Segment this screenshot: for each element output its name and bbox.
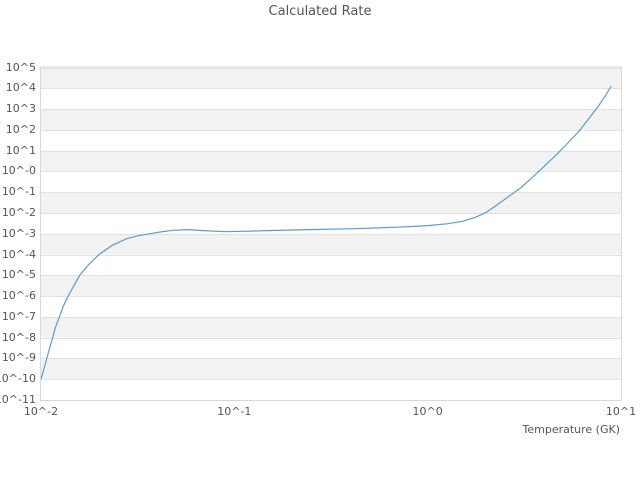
y-tick-label: 10^-1 xyxy=(1,185,36,199)
decade-band xyxy=(41,67,621,89)
y-tick-label: 10^1 xyxy=(5,143,36,157)
decade-band xyxy=(41,233,621,255)
y-tick-label: 10^3 xyxy=(5,102,36,116)
rate-curve xyxy=(40,85,612,380)
y-tick-label: 10^-10 xyxy=(0,372,36,386)
y-tick-label: 10^-9 xyxy=(1,351,36,365)
decade-band xyxy=(41,316,621,338)
y-tick-label: 10^-4 xyxy=(1,247,36,261)
y-tick-label: 10^5 xyxy=(5,60,36,74)
x-tick-label: 10^-1 xyxy=(217,405,252,418)
y-tick-label: 10^4 xyxy=(5,81,36,95)
y-tick-label: 10^-11 xyxy=(0,393,36,406)
x-axis-title: Temperature (GK) xyxy=(522,423,621,436)
x-tick-label: 10^1 xyxy=(605,405,637,418)
y-tick-label: 10^2 xyxy=(5,122,36,136)
y-tick-label: 10^-2 xyxy=(1,205,36,219)
y-tick-label: 10^-0 xyxy=(1,164,36,178)
decade-band xyxy=(41,192,621,213)
chart-title: Calculated Rate xyxy=(268,4,372,19)
decade-band xyxy=(41,109,621,130)
y-tick-label: 10^-8 xyxy=(1,330,36,344)
y-tick-label: 10^-6 xyxy=(1,289,36,303)
decade-band xyxy=(41,275,621,297)
y-tick-label: 10^-3 xyxy=(1,226,36,240)
plot-border xyxy=(40,66,622,401)
x-tick-label: 10^-2 xyxy=(23,405,59,418)
y-tick-label: 10^-5 xyxy=(1,268,36,282)
background-bands xyxy=(41,67,621,380)
y-tick-label: 10^-7 xyxy=(1,309,36,323)
decade-band xyxy=(41,150,621,172)
x-tick-label: 10^0 xyxy=(412,405,443,418)
decade-band xyxy=(41,358,621,380)
